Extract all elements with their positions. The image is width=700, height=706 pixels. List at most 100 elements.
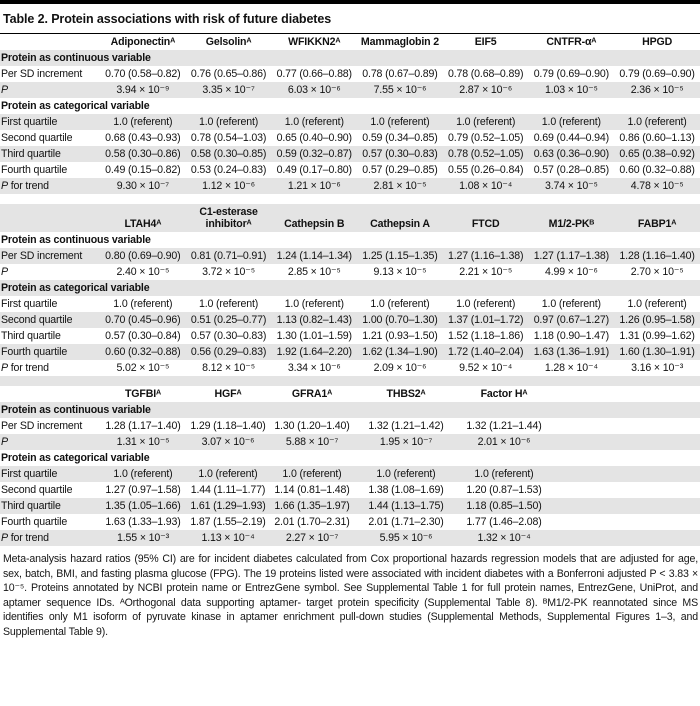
table-row: Second quartile 1.27 (0.97–1.58) 1.44 (1.1…: [0, 482, 700, 498]
cell-value: 7.55 × 10⁻⁶: [373, 84, 427, 96]
cell-value: 1.37 (1.01–1.72): [447, 314, 524, 326]
cell-value: 1.63 (1.33–1.93): [105, 516, 181, 528]
cell-value: 1.0 (referent): [370, 298, 430, 310]
cell-value: 4.78 × 10⁻⁵: [630, 180, 684, 192]
filler-cell: [550, 530, 700, 546]
cell-value: 1.12 × 10⁻⁶: [202, 180, 255, 192]
column-header: TGFBIᴬ: [124, 388, 162, 400]
cell-value: 1.0 (referent): [541, 116, 601, 128]
cell-value: 1.0 (referent): [541, 298, 601, 310]
cell-value: 3.07 × 10⁻⁶: [201, 436, 255, 448]
cell-value: 1.0 (referent): [284, 116, 344, 128]
cell-value: 0.57 (0.30–0.83): [190, 330, 267, 342]
column-header: Cathepsin B: [284, 218, 345, 230]
cell-value: 2.27 × 10⁻⁷: [285, 532, 339, 544]
cell-value: 3.72 × 10⁻⁵: [202, 266, 255, 278]
cell-value: 1.27 (1.17–1.38): [533, 250, 610, 262]
table-row: First quartile 1.0 (referent) 1.0 (referen…: [0, 114, 700, 130]
row-label: Second quartile: [1, 132, 73, 144]
cell-value: 2.85 × 10⁻⁵: [287, 266, 341, 278]
row-label: P for trend: [1, 532, 49, 544]
cell-value: 1.87 (1.55–2.19): [190, 516, 266, 528]
cell-value: 0.60 (0.32–0.88): [619, 164, 695, 176]
cell-value: 1.0 (referent): [370, 116, 430, 128]
cell-value: 0.78 (0.52–1.05): [447, 148, 524, 160]
row-label: First quartile: [1, 298, 58, 310]
cell-value: 1.44 (1.13–1.75): [368, 500, 444, 512]
cell-value: 1.21 (0.93–1.50): [362, 330, 438, 342]
cell-value: 1.0 (referent): [113, 298, 173, 310]
cell-value: 1.35 (1.05–1.66): [105, 500, 181, 512]
table-row: Protein as categorical variable: [0, 450, 700, 466]
cell-value: 0.81 (0.71–0.91): [190, 250, 267, 262]
table-row: Protein as continuous variable: [0, 402, 700, 418]
column-header: GFRA1ᴬ: [291, 388, 333, 400]
table-row: P for trend 5.02 × 10⁻⁵ 8.12 × 10⁻⁵ 3.34 × …: [0, 360, 700, 376]
table-row: TGFBIᴬ HGFᴬ GFRA1ᴬ THBS2ᴬ Factor Hᴬ: [0, 386, 700, 402]
cell-value: 0.53 (0.24–0.83): [190, 164, 267, 176]
column-header: Mammaglobin 2: [360, 36, 440, 48]
cell-value: 0.57 (0.30–0.83): [362, 148, 438, 160]
cell-value: 1.0 (referent): [198, 116, 259, 128]
cell-value: 1.14 (0.81–1.48): [274, 484, 350, 496]
cell-value: 1.55 × 10⁻³: [117, 532, 169, 544]
cell-value: 1.38 (1.08–1.69): [368, 484, 444, 496]
cell-value: 1.18 (0.90–1.47): [533, 330, 610, 342]
corner-cell: [0, 34, 100, 50]
cell-value: 1.28 × 10⁻⁴: [544, 362, 598, 374]
cell-value: 0.57 (0.30–0.84): [105, 330, 181, 342]
column-header: LTAH4ᴬ: [124, 218, 162, 230]
row-label: Per SD increment: [1, 420, 83, 432]
section-divider-1: [0, 194, 700, 204]
row-label: P for trend: [1, 362, 49, 374]
row-label: Fourth quartile: [1, 516, 68, 528]
cell-value: 0.78 (0.67–0.89): [362, 68, 438, 80]
row-label: First quartile: [1, 116, 58, 128]
column-header: THBS2ᴬ: [386, 388, 426, 400]
table-row: Protein as categorical variable: [0, 98, 700, 114]
row-label: Third quartile: [1, 148, 61, 160]
cell-value: 0.59 (0.32–0.87): [276, 148, 353, 160]
table-row: P 1.31 × 10⁻⁵ 3.07 × 10⁻⁶ 5.88 × 10⁻⁷ 1.95 ×…: [0, 434, 700, 450]
column-header: Gelsolinᴬ: [205, 36, 252, 48]
row-label: First quartile: [1, 468, 58, 480]
cell-value: 1.52 (1.18–1.86): [447, 330, 524, 342]
row-label: P: [1, 436, 8, 448]
cell-value: 3.35 × 10⁻⁷: [202, 84, 255, 96]
cell-value: 1.21 × 10⁻⁶: [287, 180, 341, 192]
cell-value: 1.0 (referent): [282, 468, 342, 480]
cell-value: 0.51 (0.25–0.77): [190, 314, 267, 326]
group-header: Protein as categorical variable: [1, 282, 150, 294]
table-title: Table 2. Protein associations with risk …: [0, 4, 700, 34]
cell-value: 0.68 (0.43–0.93): [105, 132, 181, 144]
row-label: P: [1, 84, 8, 96]
cell-value: 1.0 (referent): [627, 298, 687, 310]
cell-value: 2.21 × 10⁻⁵: [459, 266, 513, 278]
table-row: P for trend 9.30 × 10⁻⁷ 1.12 × 10⁻⁶ 1.21 × …: [0, 178, 700, 194]
table-row: Per SD increment 0.80 (0.69–0.90) 0.81 (0.…: [0, 248, 700, 264]
cell-value: 1.0 (referent): [198, 298, 259, 310]
cell-value: 0.63 (0.36–0.90): [533, 148, 610, 160]
cell-value: 1.26 (0.95–1.58): [619, 314, 695, 326]
cell-value: 1.31 × 10⁻⁵: [116, 436, 170, 448]
cell-value: 0.78 (0.68–0.89): [447, 68, 524, 80]
column-header: Adiponectinᴬ: [110, 36, 176, 48]
group-header: Protein as categorical variable: [1, 452, 150, 464]
cell-value: 1.0 (referent): [456, 298, 516, 310]
cell-value: 1.30 (1.20–1.40): [274, 420, 350, 432]
cell-value: 1.72 (1.40–2.04): [447, 346, 524, 358]
column-header: M1/2-PKᴮ: [548, 218, 595, 230]
cell-value: 0.80 (0.69–0.90): [105, 250, 181, 262]
table-row: LTAH4ᴬ C1-esterase inhibitorᴬ Cathepsin B C…: [0, 204, 700, 232]
filler-cell: [550, 386, 700, 402]
group-header: Protein as continuous variable: [1, 404, 151, 416]
cell-value: 0.58 (0.30–0.85): [190, 148, 267, 160]
cell-value: 5.95 × 10⁻⁶: [379, 532, 433, 544]
row-label: P: [1, 266, 8, 278]
cell-value: 6.03 × 10⁻⁶: [287, 84, 341, 96]
table-row: Fourth quartile 0.60 (0.32–0.88) 0.56 (0.2…: [0, 344, 700, 360]
row-label: Fourth quartile: [1, 164, 68, 176]
cell-value: 1.28 (1.16–1.40): [619, 250, 695, 262]
cell-value: 0.70 (0.45–0.96): [105, 314, 181, 326]
